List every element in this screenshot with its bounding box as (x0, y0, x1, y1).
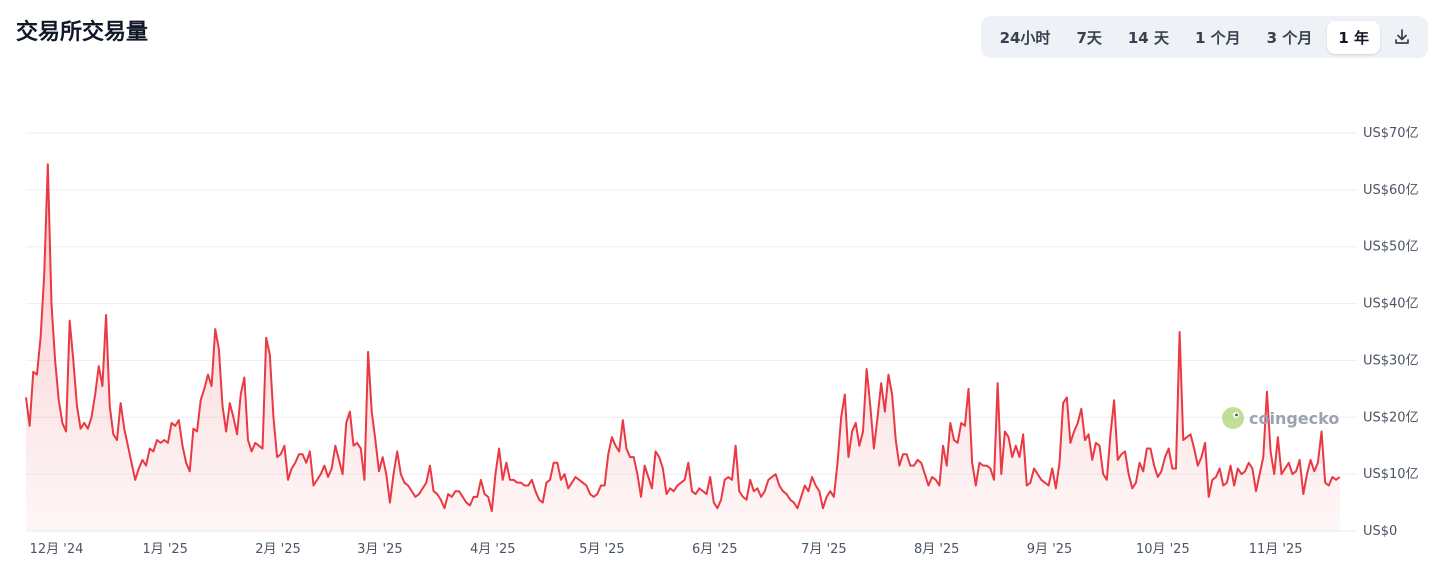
x-tick-label: 9月 '25 (1027, 542, 1073, 557)
watermark: coingecko (1222, 407, 1339, 429)
volume-line (25, 163, 1341, 513)
x-tick-label: 12月 '24 (30, 542, 84, 557)
x-tick-label: 8月 '25 (914, 542, 960, 557)
y-tick-label: US$40亿 (1363, 297, 1419, 312)
range-button-7d[interactable]: 7天 (1076, 28, 1102, 47)
y-tick-label: US$60亿 (1363, 183, 1419, 198)
y-axis: US$0 US$10亿 US$20亿 US$30亿 US$40亿 US$50亿 US$60亿… (1363, 126, 1419, 539)
x-axis: 12月 '24 1月 '25 2月 '25 3月 '25 4月 '25 5月 '25 6月 … (30, 542, 1303, 557)
x-tick-label: 2月 '25 (255, 542, 301, 557)
y-tick-label: US$20亿 (1363, 410, 1419, 425)
x-tick-label: 1月 '25 (142, 542, 188, 557)
y-tick-label: US$50亿 (1363, 240, 1419, 255)
range-button-1m[interactable]: 1 个月 (1194, 28, 1241, 47)
volume-area (26, 164, 1340, 531)
download-button[interactable] (1382, 22, 1422, 52)
y-tick-label: US$70亿 (1363, 126, 1419, 141)
range-button-1y[interactable]: 1 年 (1327, 20, 1380, 54)
x-tick-label: 6月 '25 (692, 542, 738, 557)
x-tick-label: 11月 '25 (1249, 542, 1303, 557)
page-title: 交易所交易量 (16, 20, 149, 45)
y-tick-label: US$30亿 (1363, 353, 1419, 368)
x-tick-label: 10月 '25 (1136, 542, 1190, 557)
watermark-text: coingecko (1249, 409, 1339, 428)
download-icon (1395, 29, 1409, 44)
x-tick-label: 4月 '25 (470, 542, 516, 557)
x-tick-label: 7月 '25 (801, 542, 847, 557)
y-tick-label: US$10亿 (1363, 467, 1419, 482)
range-button-24h[interactable]: 24小时 (999, 28, 1051, 47)
gecko-logo-icon (1222, 407, 1244, 429)
range-button-14d[interactable]: 14 天 (1127, 28, 1169, 47)
x-tick-label: 5月 '25 (579, 542, 625, 557)
y-tick-label: US$0 (1363, 524, 1397, 539)
time-range-selector: 24小时 7天 14 天 1 个月 3 个月 1 年 (980, 16, 1428, 58)
x-tick-label: 3月 '25 (357, 542, 403, 557)
range-button-3m[interactable]: 3 个月 (1266, 28, 1313, 47)
